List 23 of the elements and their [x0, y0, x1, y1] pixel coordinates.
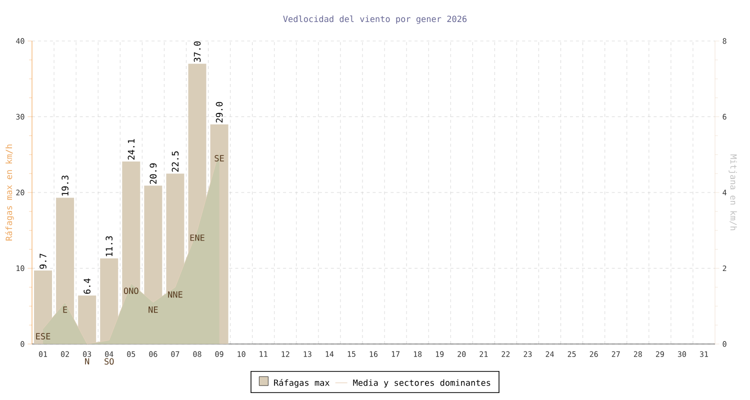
y2-axis-title: Mitjana en km/h	[728, 154, 737, 230]
chart-title: Vedlocidad del viento por gener 2026	[283, 16, 467, 24]
legend-label: Media y sectores dominantes	[353, 379, 490, 388]
annotation: NE	[148, 306, 158, 313]
text: N	[85, 358, 90, 364]
data-label: 11.3	[106, 236, 113, 256]
y-axis-title: Ráfagas max en km/h	[5, 144, 14, 241]
text: SO	[104, 358, 114, 365]
annotation: ONO	[124, 288, 138, 294]
annotation: NNE	[168, 291, 182, 298]
data-label: 24.1	[128, 139, 134, 160]
legend-label: Ráfagas max	[274, 378, 330, 388]
data-label: 9.7	[40, 254, 46, 269]
annotation: ESE	[36, 333, 50, 340]
annotation: ENE	[190, 234, 204, 241]
data-label: 20.9	[150, 163, 157, 184]
data-label: 19.3	[62, 176, 68, 196]
annotation: SE	[214, 155, 224, 162]
data-label: 37.0	[194, 41, 201, 62]
data-label: 6.4	[84, 278, 90, 294]
data-label: 29.0	[216, 102, 223, 122]
annotation: E	[63, 306, 68, 313]
data-label: 22.5	[172, 151, 179, 172]
